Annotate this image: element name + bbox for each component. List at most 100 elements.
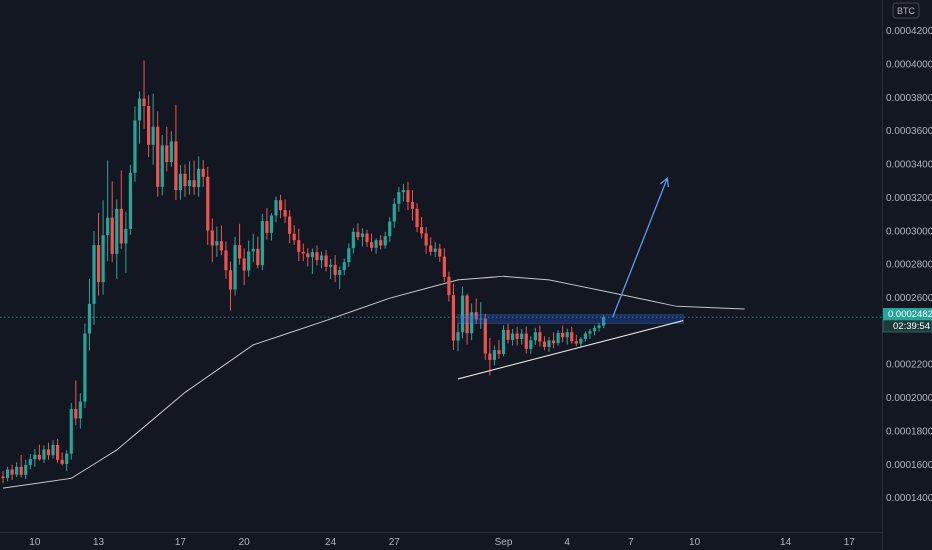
candle: [415, 203, 419, 233]
candle-body: [415, 208, 419, 228]
candle: [119, 170, 123, 249]
candle-body: [406, 190, 410, 203]
candle-body: [278, 200, 283, 211]
candle-body: [479, 318, 483, 320]
candle: [547, 337, 551, 352]
y-tick-label: 0.0002800: [886, 260, 932, 271]
candle-body: [524, 333, 528, 349]
candle-body: [301, 251, 305, 254]
candle-body: [160, 145, 164, 187]
candle: [174, 104, 178, 201]
candle-body: [379, 240, 383, 246]
unit-badge[interactable]: BTC: [892, 2, 920, 19]
candle-body: [142, 98, 146, 107]
candle: [37, 444, 41, 461]
candle: [397, 186, 401, 212]
candle-body: [137, 98, 142, 121]
candle-body: [579, 338, 583, 344]
candle: [242, 248, 246, 286]
candle: [570, 326, 574, 344]
candle-body: [169, 141, 173, 163]
time-axis[interactable]: 10 13 17 20 24 27 Sep 4 7 10 14 17: [29, 537, 855, 548]
candle: [151, 93, 155, 165]
candle-body: [78, 401, 82, 419]
candle-body: [556, 332, 560, 344]
candle: [551, 332, 556, 349]
candle-body: [19, 466, 23, 475]
candle-body: [10, 469, 14, 475]
candle: [65, 450, 69, 471]
candle-body: [124, 228, 128, 244]
candle: [306, 248, 310, 267]
candle-body: [251, 248, 255, 252]
candle: [78, 393, 82, 429]
candle: [347, 243, 351, 267]
y-tick-label: 0.0001400: [886, 493, 932, 504]
y-tick-label: 0.0003800: [886, 93, 932, 104]
candle: [501, 325, 506, 357]
candle: [74, 380, 78, 426]
candle-body: [351, 231, 355, 249]
candle: [583, 331, 587, 342]
candle-body: [447, 276, 451, 296]
projection-arrow: [612, 177, 668, 318]
candle-body: [92, 245, 96, 304]
candle-body: [201, 168, 205, 177]
candle-body: [219, 241, 223, 251]
candle-body: [319, 255, 324, 261]
candle-body: [324, 255, 328, 267]
candle: [142, 60, 146, 129]
candle: [165, 126, 169, 172]
y-tick-label: 0.0002600: [886, 293, 932, 304]
candle-body: [374, 240, 378, 248]
candle-body: [306, 253, 310, 258]
candle-body: [347, 248, 351, 263]
y-tick-label: 0.0001800: [886, 426, 932, 437]
candle: [470, 303, 474, 341]
x-tick-label: 14: [780, 537, 792, 548]
candle-body: [565, 332, 569, 338]
candle-body: [178, 173, 183, 191]
candle: [133, 106, 137, 182]
candle-body: [74, 408, 78, 419]
candle-body: [392, 203, 396, 222]
candle-body: [492, 350, 496, 360]
candle: [506, 323, 510, 344]
candle: [292, 225, 296, 245]
candle: [15, 462, 19, 478]
candle-body: [51, 444, 55, 456]
candle: [187, 161, 192, 195]
candle: [251, 233, 255, 263]
candle: [283, 199, 287, 224]
candle-body: [288, 216, 292, 234]
candle-body: [206, 176, 210, 231]
y-tick-label: 0.0004000: [886, 60, 932, 71]
candle: [429, 237, 433, 256]
candle: [438, 243, 442, 262]
candle-body: [192, 180, 196, 188]
candle: [574, 334, 578, 347]
candle: [433, 242, 437, 258]
candle: [360, 228, 365, 247]
ascending-trendline: [457, 320, 684, 380]
price-axis[interactable]: BTC 0.0004200 0.0004000 0.0003800 0.0003600…: [886, 2, 932, 504]
candles-layer: [1, 60, 606, 484]
candle: [278, 194, 283, 219]
candle: [24, 459, 28, 479]
last-price-badge: [883, 308, 932, 320]
candle-body: [365, 233, 369, 243]
candle-body: [451, 295, 456, 341]
candle: [92, 231, 96, 325]
drawings-layer: [0, 176, 882, 380]
candle: [265, 208, 269, 240]
candle-body: [602, 317, 606, 326]
x-tick-label: 20: [239, 537, 251, 548]
candle-body: [570, 332, 574, 342]
candle-body: [256, 248, 260, 266]
candle-body: [542, 341, 547, 347]
candle-body: [228, 270, 233, 290]
candle-body: [442, 256, 446, 277]
